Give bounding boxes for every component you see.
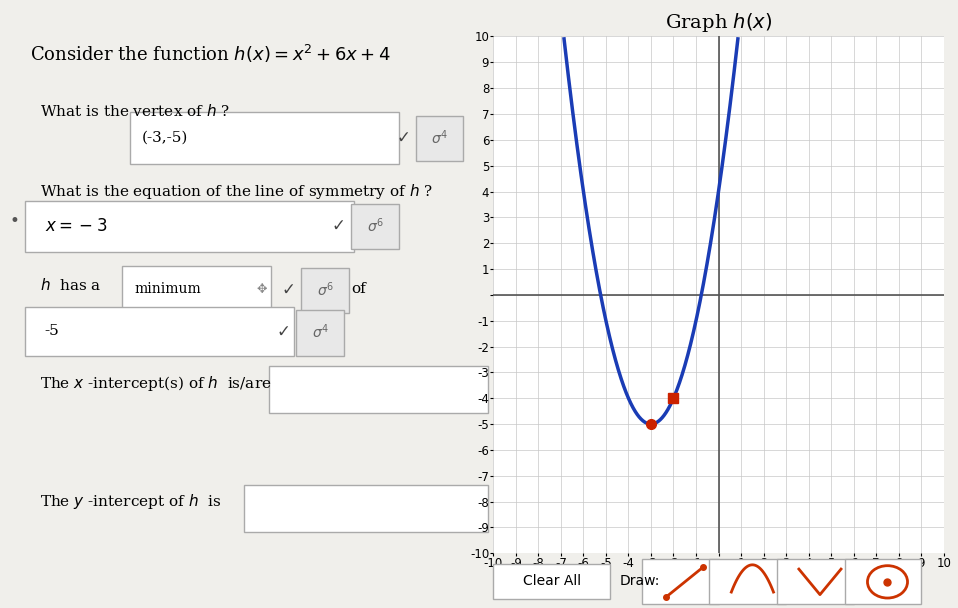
Text: What is the equation of the line of symmetry of $h$ ?: What is the equation of the line of symm…	[40, 182, 433, 201]
FancyBboxPatch shape	[352, 204, 399, 249]
Text: The $x$ -intercept(s) of $h$  is/are: The $x$ -intercept(s) of $h$ is/are	[40, 374, 271, 393]
Text: $\sigma^6$: $\sigma^6$	[367, 217, 383, 235]
FancyBboxPatch shape	[710, 559, 786, 604]
Text: $h$  has a: $h$ has a	[40, 277, 102, 292]
Text: minimum: minimum	[134, 282, 201, 297]
Text: Consider the function $h(x) = x^2 + 6x + 4$: Consider the function $h(x) = x^2 + 6x +…	[30, 43, 391, 64]
FancyBboxPatch shape	[777, 559, 854, 604]
FancyBboxPatch shape	[642, 559, 718, 604]
Text: ✓: ✓	[396, 129, 410, 147]
Text: $\sigma^6$: $\sigma^6$	[317, 280, 333, 299]
FancyBboxPatch shape	[129, 112, 399, 164]
Title: Graph $h(x)$: Graph $h(x)$	[665, 11, 772, 34]
FancyBboxPatch shape	[845, 559, 921, 604]
Text: •: •	[10, 212, 20, 230]
FancyBboxPatch shape	[25, 307, 294, 356]
Text: ✥: ✥	[257, 283, 267, 296]
FancyBboxPatch shape	[25, 201, 354, 252]
FancyBboxPatch shape	[122, 266, 271, 313]
FancyBboxPatch shape	[416, 116, 464, 161]
Text: What is the vertex of $h$ ?: What is the vertex of $h$ ?	[40, 103, 230, 119]
Text: $x = -3$: $x = -3$	[45, 218, 107, 235]
Text: ✓: ✓	[282, 280, 295, 299]
Text: Clear All: Clear All	[523, 573, 581, 588]
Text: ✓: ✓	[331, 217, 345, 235]
Text: (-3,-5): (-3,-5)	[142, 131, 189, 145]
FancyBboxPatch shape	[269, 366, 489, 413]
Text: of: of	[352, 282, 366, 297]
Text: $\sigma^4$: $\sigma^4$	[431, 129, 448, 147]
Text: Draw:: Draw:	[620, 573, 660, 588]
Text: $\sigma^4$: $\sigma^4$	[311, 322, 329, 340]
Text: -5: -5	[45, 324, 59, 339]
FancyBboxPatch shape	[493, 564, 610, 599]
FancyBboxPatch shape	[296, 310, 344, 356]
Text: ✓: ✓	[277, 322, 290, 340]
FancyBboxPatch shape	[244, 485, 489, 532]
FancyBboxPatch shape	[302, 268, 349, 313]
Text: The $y$ -intercept of $h$  is: The $y$ -intercept of $h$ is	[40, 492, 221, 511]
